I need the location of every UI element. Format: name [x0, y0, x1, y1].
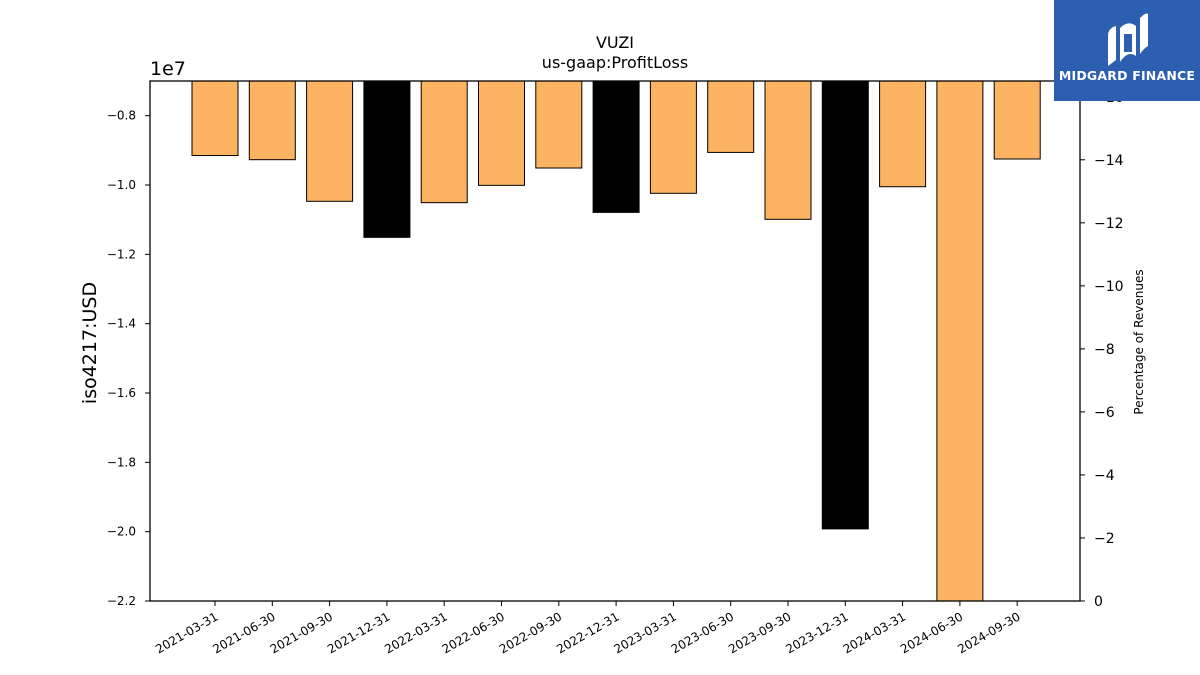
logo-text: MIDGARD FINANCE: [1058, 68, 1196, 83]
bar-2022-06-30: [478, 80, 525, 186]
bars-group: [191, 80, 1041, 602]
y2-axis-ticks: 0−2−4−6−8−10−12−14−16: [1080, 90, 1124, 610]
chart-subtitle: us-gaap:ProfitLoss: [542, 53, 688, 72]
y2-tick-label: −6: [1094, 405, 1115, 421]
bar-2024-06-30: [936, 80, 984, 602]
x-tick-label: 2024-09-30: [955, 609, 1022, 656]
y2-tick-label: −10: [1094, 279, 1124, 295]
bar-2021-12-31: [363, 80, 411, 238]
y2-tick-label: −12: [1094, 216, 1124, 232]
bar-2023-06-30: [707, 80, 755, 153]
x-tick-label: 2023-12-31: [783, 609, 850, 656]
x-tick-label: 2021-09-30: [268, 609, 335, 656]
y2-tick-label: −4: [1094, 468, 1115, 484]
y-tick-label: −2.2: [107, 594, 136, 608]
y2-tick-label: −2: [1094, 531, 1115, 547]
bar-2021-09-30: [306, 80, 354, 202]
y-tick-label: −1.8: [107, 455, 136, 469]
x-tick-label: 2022-12-31: [554, 609, 621, 656]
midgard-logo-icon: [1108, 13, 1148, 66]
y2-axis-label: Percentage of Revenues: [1132, 269, 1146, 414]
bar-2023-09-30: [764, 80, 812, 220]
x-tick-label: 2024-03-31: [841, 609, 908, 656]
bar-2021-06-30: [248, 80, 296, 161]
y2-tick-label: 0: [1094, 594, 1103, 610]
x-tick-label: 2022-06-30: [440, 609, 507, 656]
y2-tick-label: −8: [1094, 342, 1115, 358]
y-axis-label: iso4217:USD: [79, 282, 101, 404]
x-axis-ticks: 2021-03-312021-06-302021-09-302021-12-31…: [153, 601, 1023, 656]
x-tick-label: 2021-12-31: [325, 609, 392, 656]
x-tick-label: 2024-06-30: [898, 609, 965, 656]
bar-2021-03-31: [191, 80, 239, 157]
bar-2022-12-31: [592, 80, 640, 213]
plot-frame: [149, 80, 1081, 602]
x-tick-label: 2022-03-31: [382, 609, 449, 656]
x-tick-label: 2023-09-30: [726, 609, 793, 656]
y-tick-label: −1.0: [107, 178, 136, 192]
y-tick-label: −1.4: [107, 317, 136, 331]
y-tick-label: −1.6: [107, 386, 136, 400]
y-tick-label: −2.0: [107, 525, 136, 539]
y-tick-label: −0.8: [107, 109, 136, 123]
bar-2024-03-31: [879, 80, 927, 188]
bar-2023-03-31: [649, 80, 697, 194]
y-offset-label: 1e7: [150, 58, 186, 80]
bar-2022-09-30: [535, 80, 583, 169]
x-tick-label: 2021-03-31: [153, 609, 220, 656]
bar-2024-09-30: [993, 80, 1041, 160]
chart-title: VUZI: [596, 33, 634, 52]
x-tick-label: 2022-09-30: [497, 609, 564, 656]
y-tick-label: −1.2: [107, 247, 136, 261]
x-tick-label: 2023-03-31: [611, 609, 678, 656]
bar-2022-03-31: [420, 80, 468, 204]
x-tick-label: 2021-06-30: [210, 609, 277, 656]
bar-2023-12-31: [821, 80, 869, 530]
y-axis-ticks: −0.8 −1.0 −1.2 −1.4 −1.6 −1.8 −2.0 −2.2: [107, 109, 150, 608]
y2-tick-label: −14: [1094, 153, 1124, 169]
x-tick-label: 2023-06-30: [669, 609, 736, 656]
midgard-finance-logo: MIDGARD FINANCE: [1054, 0, 1200, 101]
